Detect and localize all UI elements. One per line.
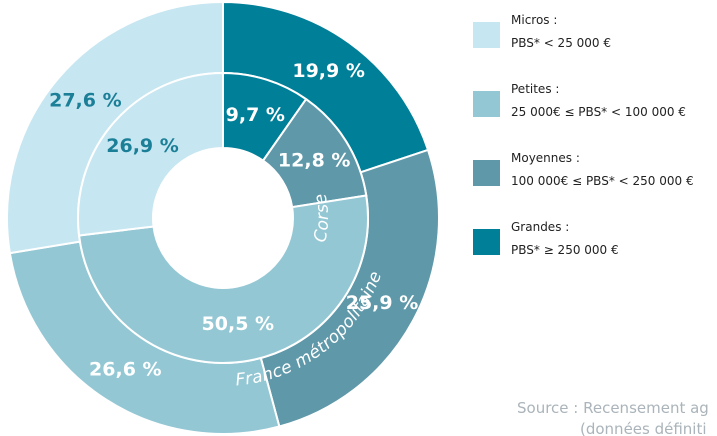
donut-segment — [77, 194, 369, 364]
value-label: 12,8 % — [278, 150, 351, 172]
legend-description: 100 000€ ≤ PBS* < 250 000 € — [511, 174, 694, 188]
ring-name: Corse — [310, 192, 333, 244]
legend-swatch — [473, 229, 500, 255]
value-label: 9,7 % — [226, 104, 285, 126]
legend-label: Moyennes : — [511, 151, 580, 165]
legend-description: 25 000€ ≤ PBS* < 100 000 € — [511, 105, 686, 119]
legend-swatch — [473, 22, 500, 48]
legend-swatch — [473, 91, 500, 117]
legend-label: Petites : — [511, 82, 559, 96]
legend-label: Micros : — [511, 13, 557, 27]
value-label: 26,9 % — [106, 135, 179, 157]
value-label: 50,5 % — [202, 313, 275, 335]
legend-description: PBS* < 25 000 € — [511, 36, 611, 50]
value-label: 25,9 % — [346, 292, 419, 314]
value-label: 26,6 % — [89, 358, 162, 380]
ring-name-path: Corse — [310, 192, 333, 244]
source: (données définiti — [580, 420, 707, 436]
legend-label: Grandes : — [511, 220, 569, 234]
source: Source : Recensement ag — [517, 399, 709, 417]
legend-description: PBS* ≥ 250 000 € — [511, 243, 619, 257]
value-label: 19,9 % — [292, 60, 365, 82]
donut-segment — [77, 71, 224, 237]
legend-swatch — [473, 160, 500, 186]
value-label: 27,6 % — [49, 90, 122, 112]
